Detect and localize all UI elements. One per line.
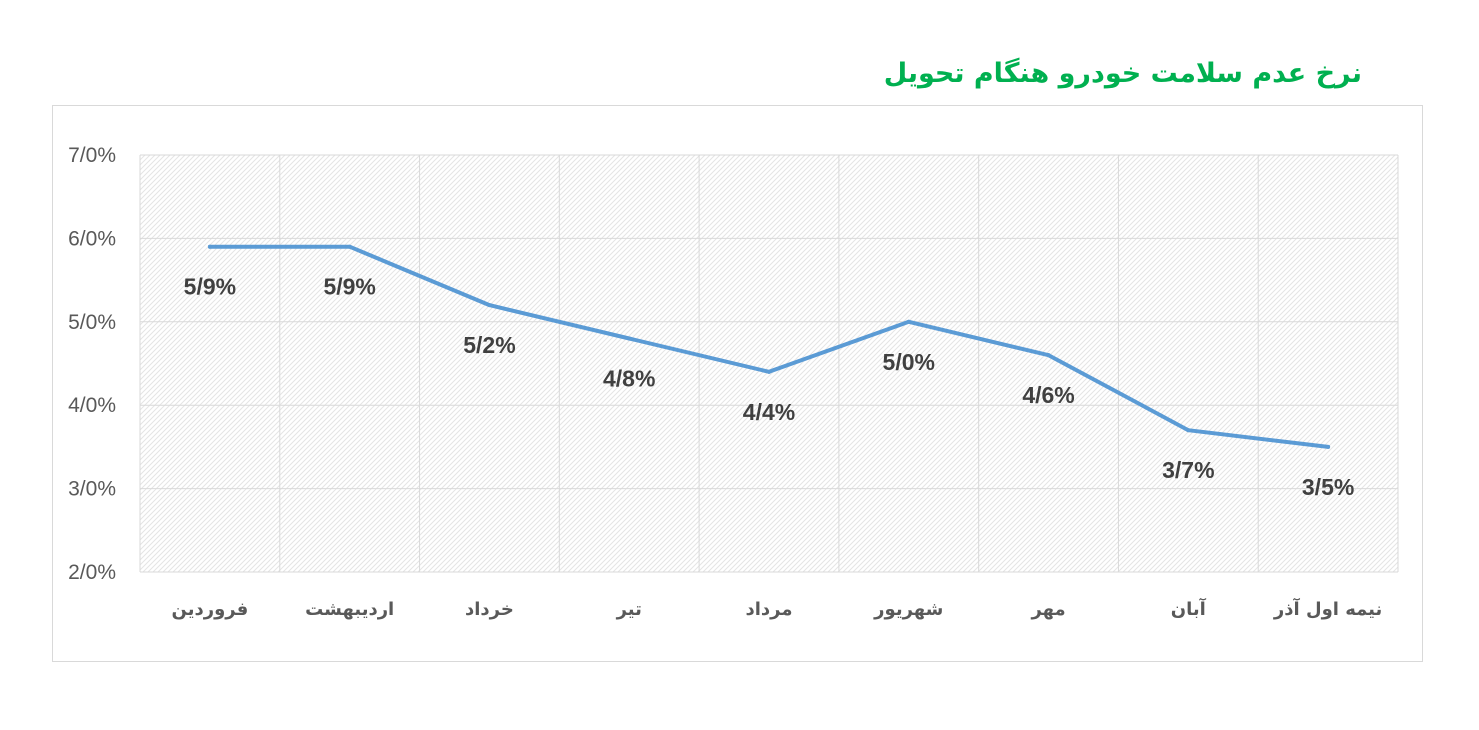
- data-label: 5/0%: [883, 349, 935, 375]
- data-label: 5/9%: [323, 274, 375, 300]
- x-tick-label: آبان: [1171, 597, 1207, 620]
- data-label: 4/8%: [603, 365, 655, 391]
- data-label: 3/5%: [1302, 474, 1354, 500]
- x-tick-label: مهر: [1030, 599, 1065, 620]
- y-tick-label: 6/0%: [68, 227, 116, 250]
- plot-area: [140, 155, 1398, 572]
- y-tick-label: 2/0%: [68, 561, 116, 584]
- y-tick-label: 5/0%: [68, 311, 116, 334]
- x-tick-label: مرداد: [746, 599, 793, 620]
- data-point: [347, 244, 352, 249]
- y-tick-label: 3/0%: [68, 478, 116, 501]
- x-tick-label: خرداد: [465, 599, 514, 620]
- data-point: [1326, 444, 1331, 449]
- data-point: [627, 336, 632, 341]
- data-label: 5/2%: [463, 332, 515, 358]
- data-label: 4/4%: [743, 399, 795, 425]
- x-tick-label: نیمه اول آذر: [1273, 597, 1382, 620]
- x-tick-label: اردیبهشت: [305, 599, 394, 620]
- x-tick-label: شهریور: [873, 599, 943, 620]
- y-tick-label: 7/0%: [68, 144, 116, 167]
- y-tick-label: 4/0%: [68, 394, 116, 417]
- data-label: 5/9%: [184, 274, 236, 300]
- data-point: [767, 369, 771, 374]
- x-tick-label: تیر: [616, 599, 642, 620]
- data-point: [207, 244, 212, 249]
- x-tick-label: فروردین: [172, 599, 249, 620]
- data-label: 3/7%: [1162, 457, 1214, 483]
- data-point: [487, 303, 492, 308]
- data-label: 4/6%: [1022, 382, 1074, 408]
- data-point: [1186, 428, 1191, 433]
- data-point: [906, 319, 911, 324]
- chart-title: نرخ عدم سلامت خودرو هنگام تحویل: [883, 58, 1362, 89]
- data-point: [1046, 353, 1051, 358]
